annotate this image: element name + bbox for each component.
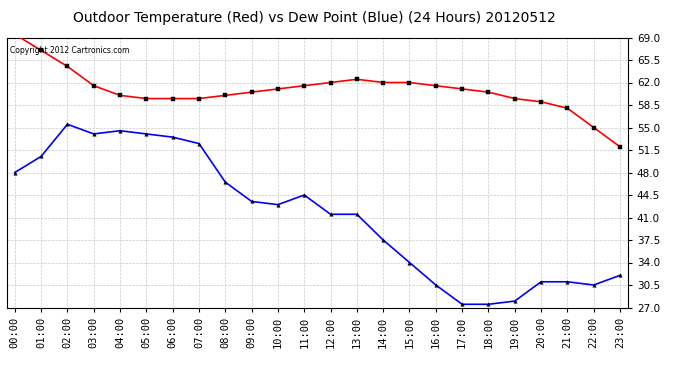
Text: Copyright 2012 Cartronics.com: Copyright 2012 Cartronics.com (10, 46, 130, 55)
Text: Outdoor Temperature (Red) vs Dew Point (Blue) (24 Hours) 20120512: Outdoor Temperature (Red) vs Dew Point (… (72, 11, 555, 25)
